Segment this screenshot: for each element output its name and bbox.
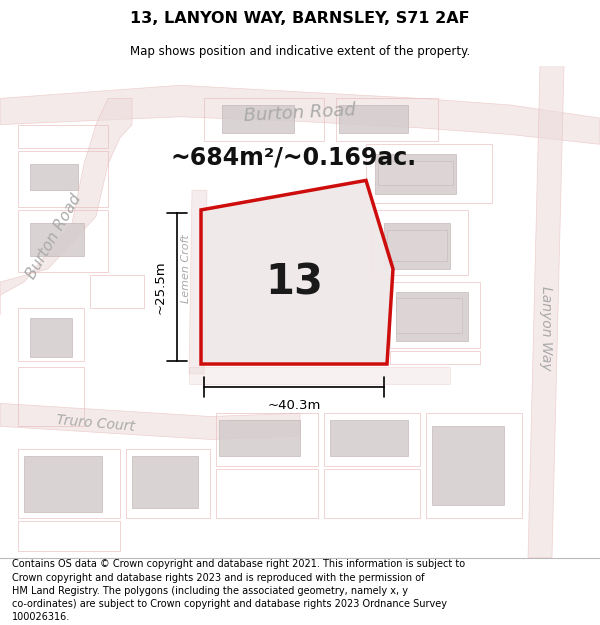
Polygon shape [339, 105, 408, 132]
Polygon shape [384, 223, 450, 269]
Polygon shape [375, 154, 456, 194]
Text: ~25.5m: ~25.5m [154, 260, 167, 314]
Text: ~684m²/~0.169ac.: ~684m²/~0.169ac. [171, 146, 417, 169]
Polygon shape [201, 181, 393, 364]
Polygon shape [378, 161, 453, 185]
Polygon shape [189, 190, 207, 374]
Text: Truro Court: Truro Court [56, 412, 136, 434]
Polygon shape [30, 223, 84, 256]
Polygon shape [330, 420, 408, 456]
Text: Lanyon Way: Lanyon Way [539, 286, 553, 370]
Polygon shape [24, 456, 102, 512]
Polygon shape [432, 426, 504, 505]
Text: Burton Road: Burton Road [23, 191, 85, 281]
Text: Contains OS data © Crown copyright and database right 2021. This information is : Contains OS data © Crown copyright and d… [12, 559, 465, 622]
Polygon shape [222, 105, 294, 132]
Text: Lemen Croft: Lemen Croft [181, 234, 191, 303]
Polygon shape [0, 98, 132, 315]
Text: Map shows position and indicative extent of the property.: Map shows position and indicative extent… [130, 45, 470, 58]
Polygon shape [132, 456, 198, 508]
Polygon shape [219, 420, 300, 456]
Text: ~40.3m: ~40.3m [268, 399, 320, 412]
Polygon shape [396, 299, 462, 333]
Polygon shape [0, 85, 600, 144]
Text: 13, LANYON WAY, BARNSLEY, S71 2AF: 13, LANYON WAY, BARNSLEY, S71 2AF [130, 11, 470, 26]
Polygon shape [30, 164, 78, 190]
Polygon shape [387, 229, 447, 261]
Polygon shape [396, 292, 468, 341]
Text: 13: 13 [265, 261, 323, 303]
Polygon shape [189, 368, 450, 384]
Polygon shape [0, 403, 300, 439]
Polygon shape [528, 66, 564, 558]
Text: Burton Road: Burton Road [244, 101, 356, 125]
Polygon shape [30, 318, 72, 357]
